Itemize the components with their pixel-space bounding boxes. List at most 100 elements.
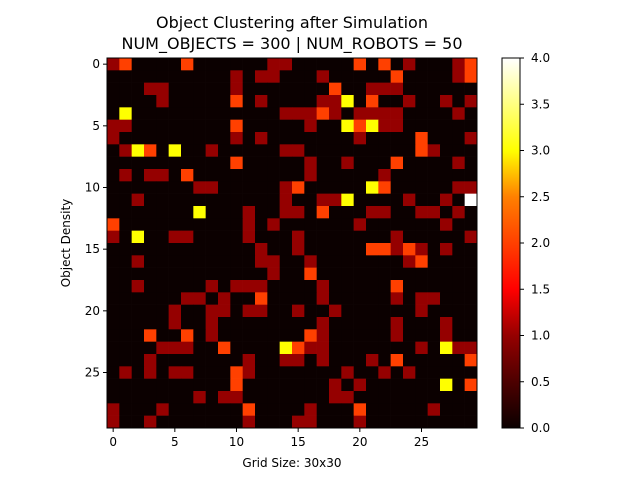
heatmap-cell — [205, 58, 219, 71]
heatmap-cell — [427, 132, 441, 145]
heatmap-cell — [316, 329, 330, 342]
heatmap-cell — [267, 169, 280, 182]
heatmap-cell — [107, 132, 120, 145]
heatmap-cell — [267, 329, 280, 342]
heatmap-cell — [341, 181, 354, 194]
heatmap-cell — [452, 193, 465, 207]
heatmap-cell — [415, 354, 428, 367]
heatmap-cell — [415, 193, 428, 207]
heatmap-cell — [193, 267, 206, 281]
heatmap-cell — [452, 95, 465, 108]
heatmap-cell — [304, 193, 317, 207]
heatmap-cell — [193, 403, 206, 416]
heatmap-cell — [193, 70, 206, 83]
heatmap-cell — [440, 169, 453, 182]
heatmap-cell — [292, 267, 305, 281]
heatmap-cell — [267, 391, 280, 404]
heatmap-cell — [353, 169, 367, 182]
heatmap-cell — [230, 341, 243, 355]
heatmap-cell — [378, 193, 391, 207]
heatmap-cell — [205, 403, 219, 416]
heatmap-cell — [316, 230, 330, 244]
heatmap-cell — [205, 230, 219, 244]
heatmap-cell — [156, 267, 169, 281]
heatmap-cell — [181, 329, 194, 342]
heatmap-cell — [452, 119, 465, 133]
heatmap-cell — [292, 181, 305, 194]
heatmap-cell — [403, 206, 416, 219]
heatmap-cell — [440, 70, 453, 83]
heatmap-cell — [378, 366, 391, 379]
heatmap-cell — [440, 230, 453, 244]
heatmap-cell — [205, 341, 219, 355]
heatmap-cell — [329, 304, 342, 318]
heatmap-cell — [230, 354, 243, 367]
heatmap-cell — [119, 354, 132, 367]
heatmap-cell — [390, 329, 404, 342]
heatmap-cell — [390, 181, 404, 194]
heatmap-cell — [181, 107, 194, 120]
heatmap-cell — [205, 354, 219, 367]
heatmap-cell — [267, 415, 280, 429]
heatmap-cell — [353, 144, 367, 157]
heatmap-cell — [304, 218, 317, 231]
heatmap-cell — [119, 280, 132, 293]
heatmap-cell — [353, 193, 367, 207]
heatmap-cell — [415, 119, 428, 133]
heatmap-cell — [205, 218, 219, 231]
heatmap-cell — [205, 144, 219, 157]
heatmap-cell — [230, 193, 243, 207]
heatmap-cell — [403, 132, 416, 145]
heatmap-cell — [316, 317, 330, 330]
heatmap-cell — [242, 366, 256, 379]
heatmap-cell — [452, 70, 465, 83]
heatmap-cell — [181, 70, 194, 83]
heatmap-cell — [440, 181, 453, 194]
heatmap-cell — [452, 366, 465, 379]
heatmap-cell — [415, 280, 428, 293]
heatmap-cell — [427, 292, 441, 305]
heatmap-cell — [415, 230, 428, 244]
heatmap-cell — [193, 354, 206, 367]
heatmap-cell — [464, 292, 478, 305]
heatmap-cell — [378, 82, 391, 96]
heatmap-cell — [193, 292, 206, 305]
heatmap-cell — [452, 329, 465, 342]
heatmap-cell — [131, 144, 145, 157]
heatmap-cell — [218, 70, 231, 83]
heatmap-cell — [242, 218, 256, 231]
heatmap-cell — [427, 267, 441, 281]
heatmap-cell — [440, 58, 453, 71]
heatmap-cell — [242, 403, 256, 416]
heatmap-cell — [427, 230, 441, 244]
heatmap-cell — [218, 181, 231, 194]
heatmap-cell — [329, 292, 342, 305]
heatmap-cell — [378, 292, 391, 305]
heatmap-cell — [255, 193, 268, 207]
heatmap-cell — [230, 317, 243, 330]
heatmap-cell — [242, 341, 256, 355]
heatmap-cell — [168, 169, 182, 182]
heatmap-cell — [119, 403, 132, 416]
heatmap-cell — [366, 354, 379, 367]
heatmap-cell — [193, 107, 206, 120]
heatmap-cell — [107, 169, 120, 182]
heatmap-cell — [378, 144, 391, 157]
heatmap-cell — [119, 415, 132, 429]
heatmap-cell — [415, 58, 428, 71]
heatmap-cell — [341, 119, 354, 133]
heatmap-cell — [230, 95, 243, 108]
heatmap-cell — [415, 267, 428, 281]
heatmap-cell — [218, 292, 231, 305]
heatmap-cell — [279, 354, 293, 367]
heatmap-cell — [366, 156, 379, 170]
heatmap-cell — [464, 378, 478, 392]
heatmap-cell — [107, 267, 120, 281]
heatmap-cell — [279, 95, 293, 108]
heatmap-cell — [403, 403, 416, 416]
heatmap-cell — [181, 193, 194, 207]
heatmap-cell — [242, 107, 256, 120]
heatmap-cell — [242, 304, 256, 318]
heatmap-cell — [353, 329, 367, 342]
heatmap-cell — [168, 391, 182, 404]
